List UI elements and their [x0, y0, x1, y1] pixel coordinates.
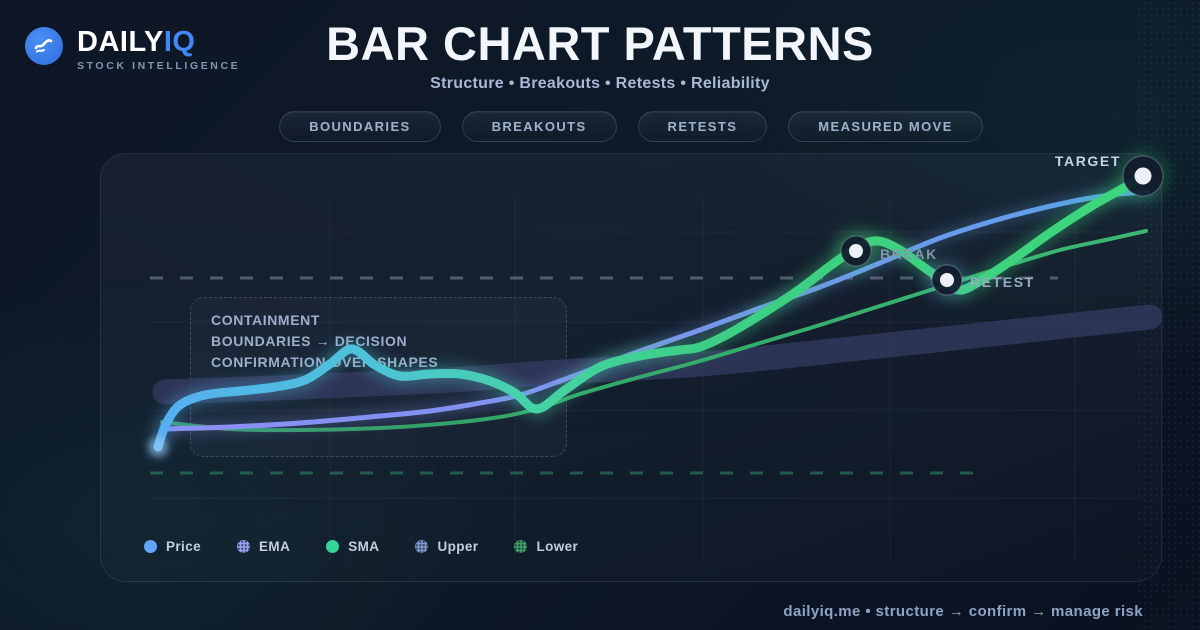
chart-legend: Price EMA SMA Upper Lower: [144, 539, 578, 554]
brand-tagline: STOCK INTELLIGENCE: [77, 60, 241, 72]
legend-item-upper: Upper: [415, 539, 478, 554]
pill-label: MEASURED MOVE: [818, 119, 953, 134]
legend-dot-sma: [326, 540, 340, 553]
pill-label: RETESTS: [667, 119, 738, 134]
legend-item-lower: Lower: [514, 539, 578, 554]
legend-item-sma: SMA: [326, 539, 379, 554]
pill-measured-move[interactable]: MEASURED MOVE: [788, 111, 983, 142]
legend-dot-price: [144, 540, 157, 553]
legend-dot-ema: [237, 540, 251, 553]
page-title: BAR CHART PATTERNS: [326, 17, 874, 70]
brand-logo: DAILYIQ STOCK INTELLIGENCE: [25, 27, 240, 72]
pill-label: BREAKOUTS: [491, 119, 587, 134]
page-subtitle: Structure • Breakouts • Retests • Reliab…: [430, 75, 770, 92]
pill-label: BOUNDARIES: [309, 119, 411, 134]
pill-retests[interactable]: RETESTS: [637, 111, 768, 142]
topic-pills: BOUNDARIES BREAKOUTS RETESTS MEASURED MO…: [31, 111, 1200, 142]
brand-name: DAILYIQ: [77, 26, 196, 58]
annotation-line: BOUNDARIES → DECISION: [211, 333, 408, 349]
legend-label: Upper: [437, 539, 479, 554]
pill-breakouts[interactable]: BREAKOUTS: [461, 111, 617, 142]
brand-text: DAILYIQ STOCK INTELLIGENCE: [77, 27, 240, 72]
pill-boundaries[interactable]: BOUNDARIES: [279, 111, 441, 142]
annotation-line: CONTAINMENT: [211, 312, 320, 328]
legend-label: EMA: [259, 539, 291, 554]
legend-label: Lower: [536, 539, 579, 554]
legend-label: SMA: [348, 539, 380, 554]
trend-squiggle-icon: [25, 27, 63, 65]
annotation-line: CONFIRMATION OVER SHAPES: [211, 354, 439, 370]
brand-name-accent: IQ: [163, 26, 196, 58]
legend-item-ema: EMA: [237, 539, 290, 554]
legend-dot-upper: [415, 540, 429, 553]
containment-annotation: CONTAINMENT BOUNDARIES → DECISION CONFIR…: [211, 310, 438, 373]
footer-tagline: dailyiq.me • structure → confirm → manag…: [783, 603, 1143, 620]
legend-dot-lower: [514, 540, 528, 553]
legend-item-price: Price: [144, 539, 201, 554]
legend-label: Price: [166, 539, 202, 554]
